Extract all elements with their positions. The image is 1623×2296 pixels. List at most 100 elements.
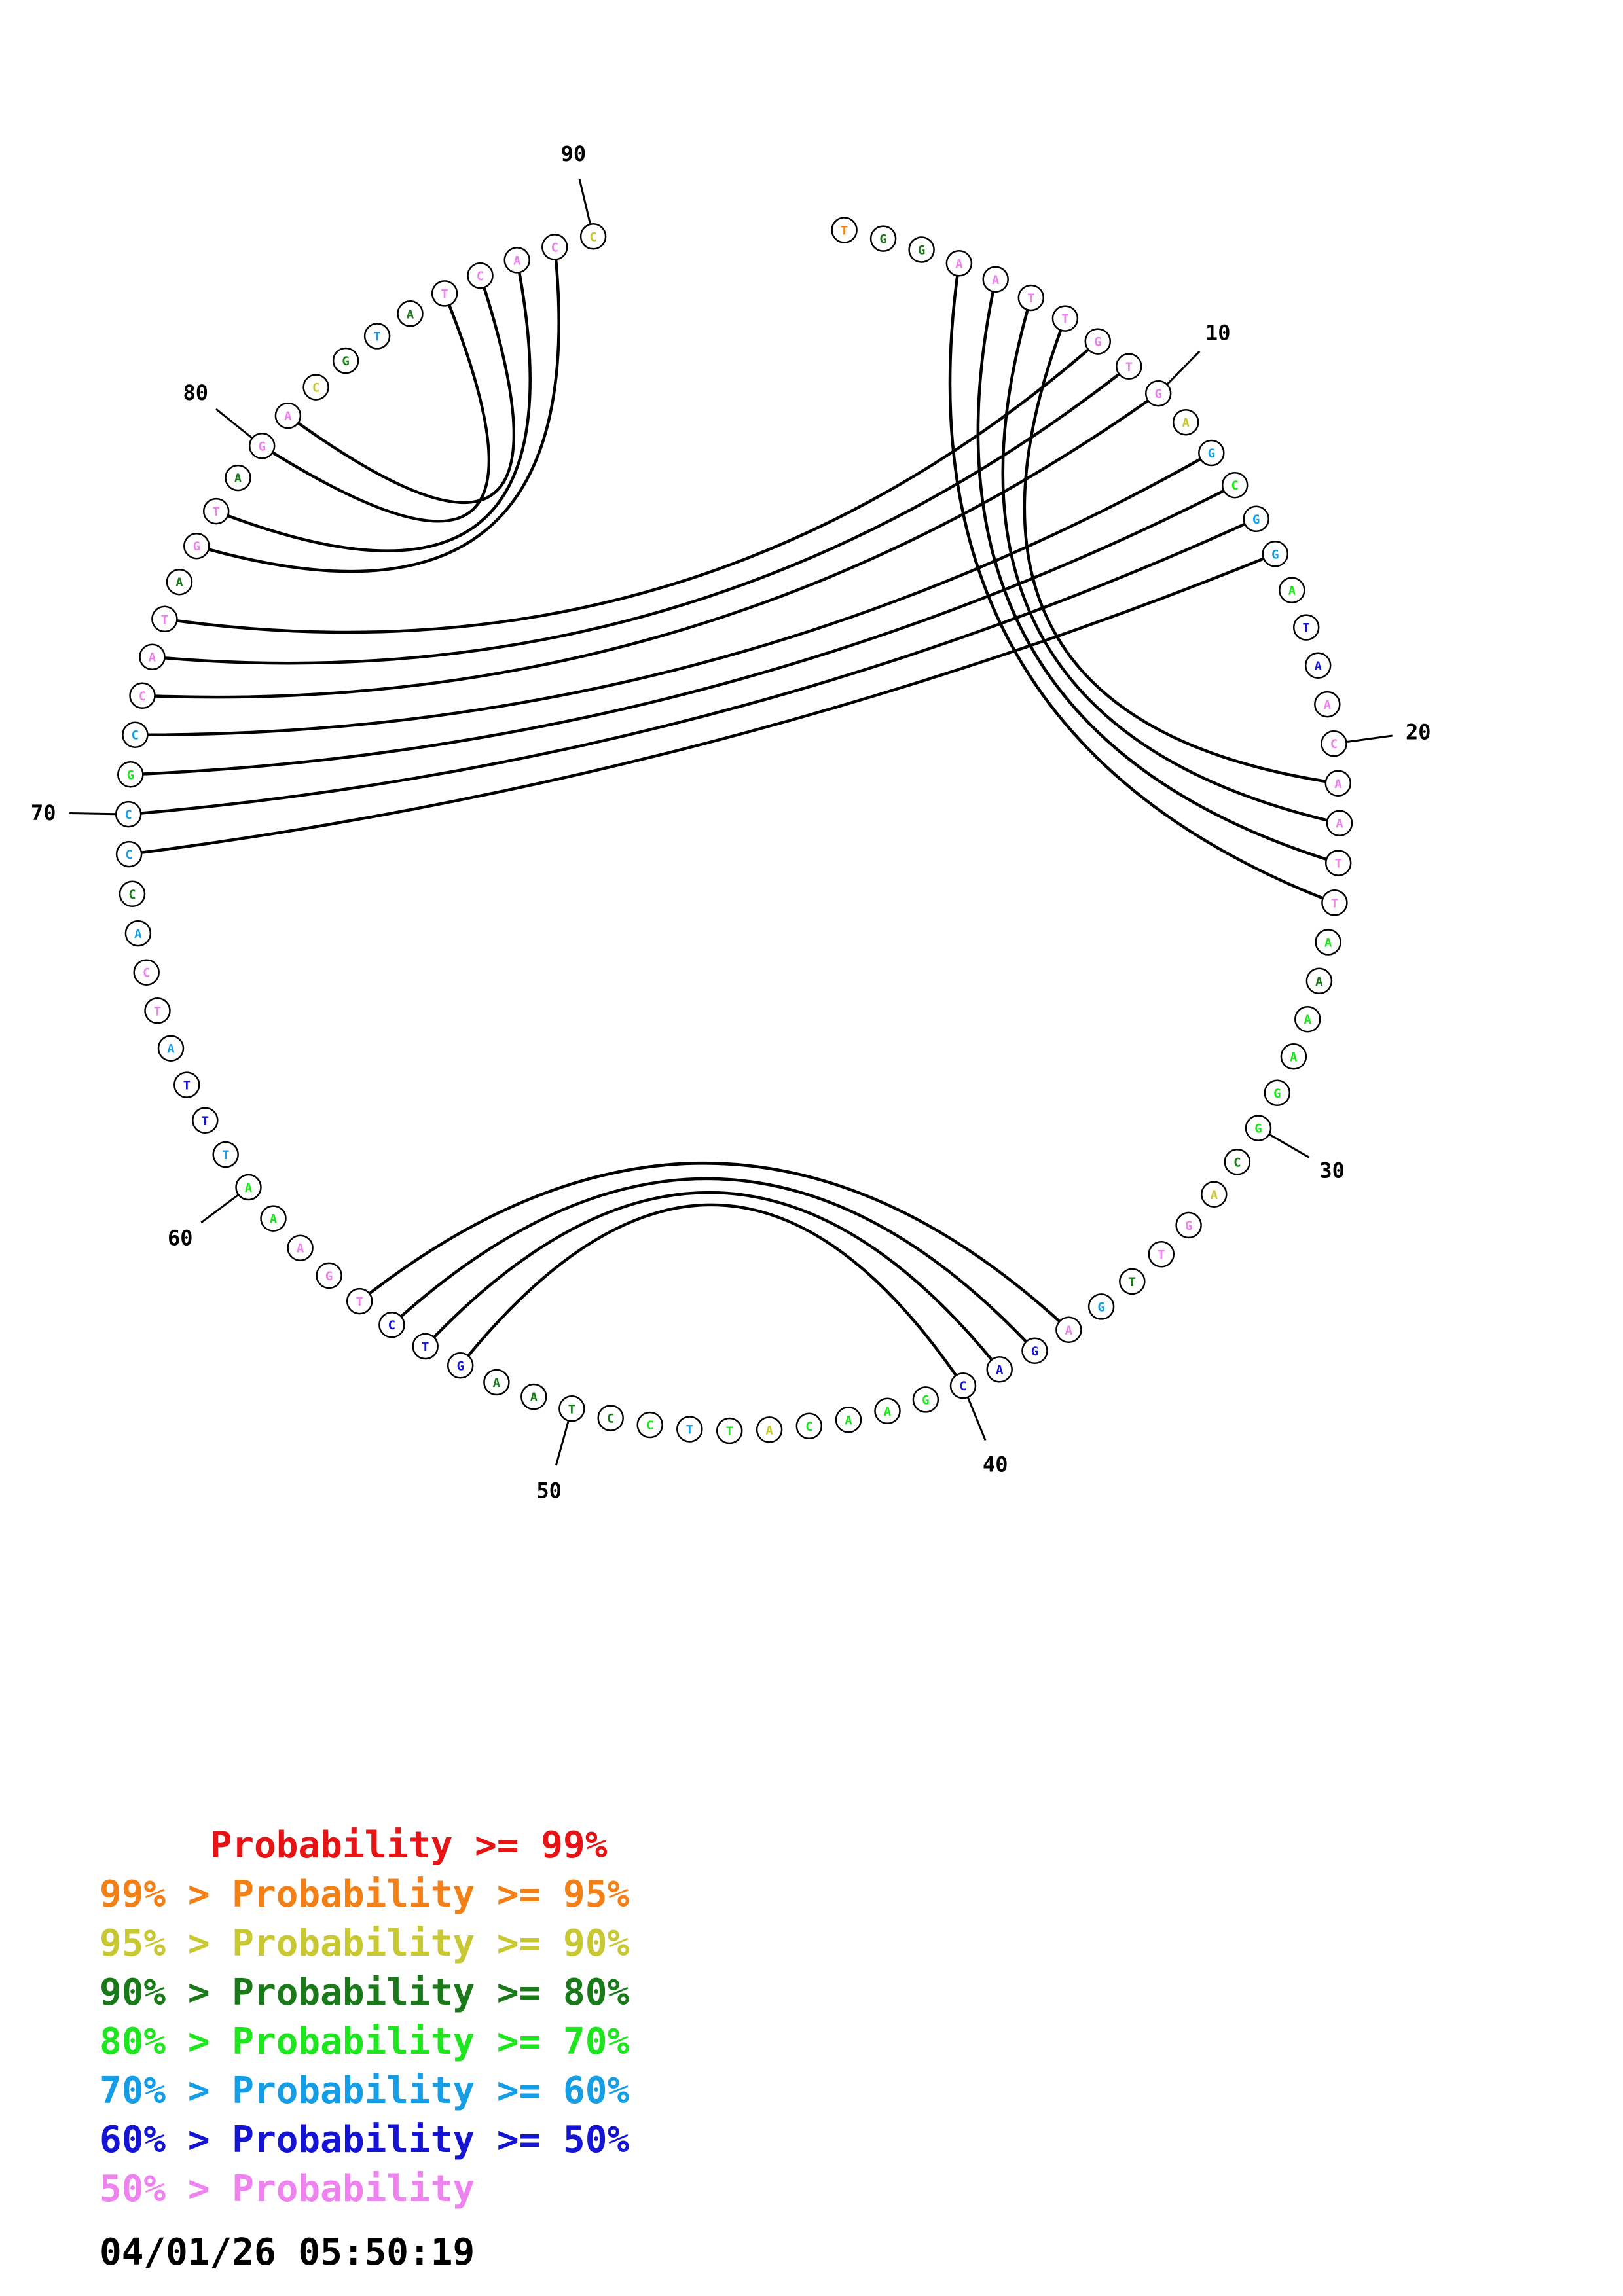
nucleotide-base: A: [149, 651, 156, 665]
nucleotide-25: A: [1315, 929, 1341, 956]
nucleotide-circle: [1294, 1005, 1321, 1033]
nucleotide-7: T: [1051, 305, 1079, 332]
nucleotide-base: T: [441, 287, 448, 301]
nucleotide-circle: [636, 1411, 663, 1439]
nucleotide-22: A: [1326, 810, 1353, 836]
nucleotide-base: T: [1129, 1275, 1136, 1289]
nucleotide-base: C: [477, 269, 484, 283]
nucleotide-circle: [1292, 614, 1320, 641]
nucleotide-base: T: [373, 330, 380, 344]
nucleotide-circle: [1144, 380, 1172, 407]
nucleotide-base: A: [530, 1390, 538, 1405]
nucleotide-base: A: [1336, 817, 1343, 831]
nucleotide-base: G: [325, 1269, 333, 1283]
nucleotide-55: C: [378, 1311, 405, 1338]
nucleotide-circle: [1201, 1181, 1228, 1208]
tick-label-80: 80: [183, 380, 209, 405]
nucleotide-circle: [912, 1386, 939, 1413]
nucleotide-37: A: [1055, 1316, 1082, 1344]
nucleotide-11: A: [1172, 408, 1199, 436]
nucleotide-13: C: [1221, 471, 1249, 499]
nucleotide-75: T: [151, 605, 178, 633]
nucleotide-circle: [119, 880, 146, 908]
nucleotide-circle: [1245, 1115, 1272, 1141]
nucleotide-base: C: [1233, 1155, 1241, 1170]
nucleotide-base: G: [1094, 335, 1101, 350]
nucleotide-66: C: [133, 959, 160, 986]
nucleotide-circle: [597, 1405, 624, 1431]
nucleotide-79: A: [225, 464, 251, 492]
nucleotide-circle: [248, 433, 276, 459]
nucleotide-circle: [332, 347, 359, 374]
nucleotide-63: T: [173, 1071, 200, 1098]
nucleotide-10: G: [1144, 380, 1172, 407]
nucleotide-31: C: [1224, 1149, 1251, 1175]
nucleotide-14: G: [1243, 505, 1269, 533]
nucleotide-circle: [363, 323, 391, 350]
nucleotide-81: A: [274, 402, 302, 429]
nucleotide-circle: [1321, 889, 1348, 916]
nucleotide-circle: [520, 1383, 547, 1410]
nucleotide-base: T: [222, 1148, 229, 1162]
nucleotide-74: A: [139, 643, 166, 670]
nucleotide-58: A: [287, 1234, 314, 1261]
nucleotide-circle: [235, 1174, 262, 1201]
nucleotide-36: G: [1087, 1293, 1115, 1320]
nucleotide-circle: [579, 223, 607, 250]
nucleotide-89: C: [541, 234, 568, 260]
nucleotide-circle: [447, 1352, 474, 1379]
tick-line-20: [1347, 734, 1393, 743]
nucleotide-base: A: [1304, 1013, 1312, 1027]
nucleotide-base: A: [297, 1242, 304, 1256]
nucleotide-38: G: [1021, 1337, 1048, 1365]
nucleotide-80: G: [248, 433, 276, 459]
nucleotide-circle: [1304, 652, 1332, 679]
nucleotide-circle: [1087, 1293, 1115, 1320]
nucleotide-circle: [795, 1412, 823, 1440]
nucleotide-46: T: [716, 1417, 743, 1444]
nucleotide-base: T: [356, 1295, 363, 1309]
nucleotide-circle: [1305, 967, 1333, 995]
nucleotide-67: A: [124, 920, 152, 947]
tick-label-30: 30: [1319, 1158, 1345, 1183]
nucleotide-base: G: [879, 232, 886, 247]
tick-line-10: [1167, 350, 1201, 385]
nucleotide-circle: [1224, 1149, 1251, 1175]
nucleotide-base: A: [992, 273, 1000, 287]
nucleotide-72: C: [122, 721, 149, 748]
nucleotide-circle: [287, 1234, 314, 1261]
nucleotide-base: T: [1334, 857, 1341, 871]
nucleotide-circle: [316, 1262, 342, 1289]
nucleotide-base: G: [342, 354, 349, 368]
tick-line-60: [200, 1194, 239, 1224]
nucleotide-70: C: [115, 800, 142, 828]
nucleotide-base: T: [422, 1340, 429, 1354]
nucleotide-17: T: [1292, 614, 1320, 641]
pair-arc-8-75: [164, 340, 1099, 634]
nucleotide-circle: [1315, 929, 1341, 956]
nucleotide-base: A: [1334, 777, 1342, 791]
base-pair-arcs: [128, 247, 1340, 1387]
nucleotide-circle: [202, 497, 230, 525]
nucleotide-circle: [986, 1356, 1013, 1383]
pair-arc-4-24: [948, 262, 1336, 905]
nucleotide-base: C: [125, 848, 132, 862]
nucleotide-40: C: [949, 1372, 977, 1399]
nucleotide-87: C: [467, 262, 494, 289]
nucleotide-82: C: [302, 374, 329, 401]
nucleotide-base: T: [725, 1424, 733, 1439]
nucleotide-24: T: [1321, 889, 1348, 916]
nucleotide-base: G: [456, 1359, 464, 1373]
nucleotide-59: A: [260, 1205, 287, 1232]
pair-arc-37-56: [358, 1162, 1070, 1331]
pair-arc-12-72: [135, 452, 1213, 736]
nucleotide-base: G: [193, 539, 200, 554]
pair-arc-78-88: [215, 259, 532, 552]
nucleotide-circle: [157, 1035, 185, 1062]
nucleotide-circle: [346, 1287, 373, 1315]
nucleotide-base: C: [1231, 478, 1238, 493]
nucleotide-circle: [115, 800, 142, 828]
nucleotide-circle: [212, 1141, 239, 1168]
nucleotide-circle: [115, 840, 143, 868]
pair-arc-40-53: [459, 1203, 964, 1387]
